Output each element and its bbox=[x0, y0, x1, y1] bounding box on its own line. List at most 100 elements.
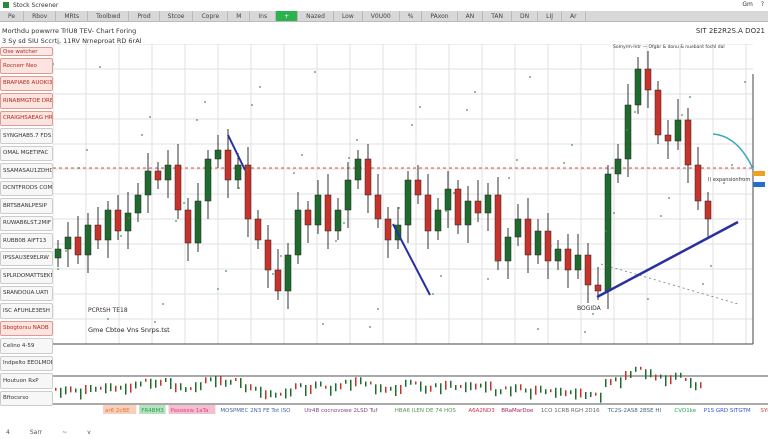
watchlist-item[interactable]: CRAIGHSAEAG HRI bbox=[0, 110, 53, 126]
watchlist-item[interactable]: RINABMGTOE DRE bbox=[0, 93, 53, 109]
footer-control[interactable]: 4 bbox=[6, 428, 10, 436]
signal-dot bbox=[398, 207, 400, 209]
signal-dot bbox=[86, 149, 88, 151]
subchart-bar bbox=[370, 381, 372, 385]
watchlist-item[interactable]: Sbogtorsu NAOB bbox=[0, 320, 53, 336]
signal-dot bbox=[647, 298, 649, 300]
ticker-item[interactable]: HBA6 ILEN DE 74 HOS bbox=[395, 408, 457, 414]
candle-body bbox=[324, 194, 332, 232]
ticker-item[interactable]: SYNMR bbox=[760, 408, 768, 414]
subchart-bar bbox=[585, 392, 587, 399]
toolbar-button[interactable]: Low bbox=[334, 11, 363, 21]
subchart-bar bbox=[590, 392, 592, 397]
subchart-bar bbox=[670, 375, 672, 385]
candle-body bbox=[174, 164, 182, 211]
subchart-bar bbox=[685, 378, 687, 381]
footer-control[interactable]: v bbox=[87, 428, 91, 436]
subchart-bar bbox=[390, 386, 392, 391]
toolbar-button[interactable]: Prod bbox=[129, 11, 160, 21]
ticker-item[interactable]: BRaMarDoe bbox=[501, 408, 534, 414]
toolbar-button[interactable]: LIJ bbox=[538, 11, 562, 21]
subchart-bar bbox=[290, 388, 292, 397]
subchart-bar bbox=[420, 381, 422, 392]
watchlist-item[interactable]: DCNTFRODS COMPI bbox=[0, 180, 53, 196]
watchlist-item[interactable]: RUBB0B AIFT13 bbox=[0, 233, 53, 249]
toolbar: Pe Rbov MRts Toolbwd Prod Stcoe Copre M Ins + Naze… bbox=[0, 11, 768, 22]
watchlist-item[interactable]: SRANDOUA.UATI bbox=[0, 285, 53, 301]
watchlist-item[interactable]: IPSSAU3E9ELRW bbox=[0, 250, 53, 266]
ticker-item[interactable]: Pasoesw 1aTa bbox=[171, 408, 209, 414]
watchlist-item[interactable]: BRTSBANLPESIP bbox=[0, 198, 53, 214]
subchart-bar bbox=[660, 374, 662, 379]
ticker-item[interactable]: MOSPMEC 2N3 FE Tot ISO bbox=[220, 408, 291, 414]
toolbar-button[interactable]: Rbov bbox=[24, 11, 57, 21]
toolbar-button[interactable]: DN bbox=[512, 11, 539, 21]
subchart-bar bbox=[210, 377, 212, 382]
watchlist-item[interactable]: Bftocsrso bbox=[0, 390, 53, 406]
subchart-bar bbox=[450, 380, 452, 388]
watchlist-item[interactable]: SYNGHAB5.7 FDS bbox=[0, 128, 53, 144]
toolbar-button[interactable]: Stcoe bbox=[160, 11, 194, 21]
chart-area[interactable]: Somyrm-lntr — Ofgbr & donu & nuebant foc… bbox=[53, 44, 768, 415]
watchlist-item[interactable]: Houtuon RxP bbox=[0, 373, 53, 389]
subchart-bar bbox=[230, 379, 232, 385]
window-title: Stock Screener bbox=[13, 1, 59, 9]
ticker-item[interactable]: ar6 2cBE bbox=[105, 408, 130, 414]
curve-indicator bbox=[712, 133, 754, 170]
candle-body bbox=[684, 119, 692, 166]
toolbar-button[interactable]: MRts bbox=[56, 11, 89, 21]
ticker-item[interactable]: CVO1ke bbox=[674, 408, 696, 414]
candle-body bbox=[64, 236, 72, 250]
toolbar-button[interactable]: Copre bbox=[193, 11, 229, 21]
toolbar-button[interactable]: V0U00 bbox=[363, 11, 400, 21]
watchlist-item[interactable]: SSAMASAU1ZDHD bbox=[0, 163, 53, 179]
projection-line bbox=[600, 263, 739, 305]
watchlist-item[interactable]: Celino 4-59 bbox=[0, 338, 53, 354]
ticker-item[interactable]: Ulr4B cocnovowe 2LSD Tuf bbox=[304, 408, 378, 414]
subchart-bar bbox=[180, 383, 182, 391]
toolbar-button[interactable]: Ar bbox=[562, 11, 586, 21]
toolbar-button[interactable]: Toolbwd bbox=[88, 11, 130, 21]
candle-body bbox=[314, 194, 322, 226]
signal-dot bbox=[731, 164, 733, 166]
watchlist-item[interactable]: OMAL MGETIFAC bbox=[0, 145, 53, 161]
subchart-bar bbox=[280, 392, 282, 396]
help-button[interactable]: ? bbox=[760, 1, 764, 8]
toolbar-button[interactable]: Nazed bbox=[298, 11, 334, 21]
watchlist-item[interactable]: Indpelto EEOLMOE bbox=[0, 355, 53, 371]
candle-body bbox=[664, 134, 672, 142]
signal-dot bbox=[183, 202, 185, 204]
toolbar-button[interactable]: Ins bbox=[250, 11, 277, 21]
ticker-item[interactable]: TC2S-2AS8 2BSE HI bbox=[607, 408, 662, 414]
toolbar-button[interactable]: M bbox=[228, 11, 251, 21]
ticker-item[interactable]: P1S GRD SITGTM bbox=[704, 408, 751, 414]
candle-body bbox=[594, 284, 602, 292]
watchlist-item[interactable]: BRAPIAE6 AUOKI3 bbox=[0, 75, 53, 91]
ticker-item[interactable]: FR4BM3 bbox=[141, 408, 164, 414]
candle-body bbox=[124, 212, 132, 232]
signal-dot bbox=[57, 268, 59, 270]
ticker-item[interactable]: A6A2ND3 bbox=[468, 408, 495, 414]
candle-body bbox=[474, 200, 482, 214]
subchart-bar bbox=[200, 382, 202, 391]
candle-body bbox=[444, 188, 452, 211]
toolbar-button[interactable]: TAN bbox=[483, 11, 512, 21]
toolbar-button[interactable]: % bbox=[400, 11, 423, 21]
candle-body bbox=[554, 248, 562, 262]
watchlist-item[interactable]: ISC AFUHLE3ESH bbox=[0, 303, 53, 319]
subchart-bar bbox=[595, 392, 597, 396]
footer-control[interactable]: ~ bbox=[62, 428, 68, 436]
toolbar-button[interactable]: Pe bbox=[0, 11, 25, 21]
candle-body bbox=[654, 89, 662, 136]
footer-control[interactable]: Sarr bbox=[29, 428, 43, 436]
watchlist-sidebar: Ose watcher Rocnerr Neo BRAPIAE6 AUOKI3 RI… bbox=[0, 47, 53, 415]
price-chart[interactable]: Somyrm-lntr — Ofgbr & donu & nuebant foc… bbox=[53, 44, 768, 415]
ticker-item[interactable]: 1CO 1CRB RGH 2D16 bbox=[541, 408, 600, 414]
watchlist-item[interactable]: RUWAB6LST.2MIF bbox=[0, 215, 53, 231]
window-control[interactable]: Gm bbox=[742, 1, 753, 8]
toolbar-button[interactable]: PAxon bbox=[422, 11, 458, 21]
toolbar-button[interactable]: + bbox=[276, 11, 299, 21]
watchlist-item[interactable]: Rocnerr Neo bbox=[0, 58, 53, 74]
toolbar-button[interactable]: AN bbox=[458, 11, 484, 21]
watchlist-item[interactable]: SPLRDOMATTSEKN bbox=[0, 268, 53, 284]
